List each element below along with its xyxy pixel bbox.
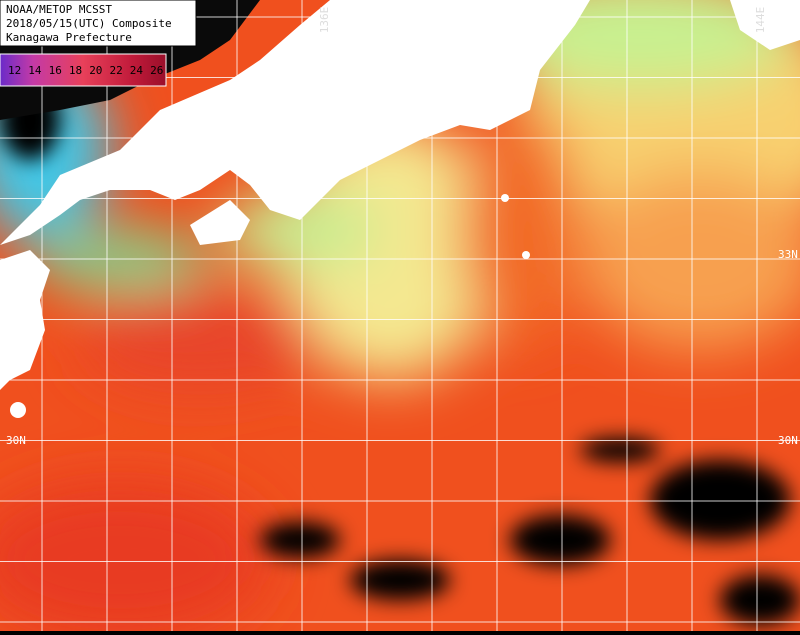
- legend-labels: 12 14 16 18 20 22 24 26: [8, 64, 163, 77]
- latitude-label: 33N: [778, 248, 798, 261]
- legend-label: 12: [8, 64, 21, 77]
- legend-label: 22: [110, 64, 123, 77]
- header-line: NOAA/METOP MCSST: [6, 3, 112, 16]
- legend-label: 26: [150, 64, 163, 77]
- legend-label: 16: [49, 64, 62, 77]
- header-line: Kanagawa Prefecture: [6, 31, 132, 44]
- legend-label: 24: [130, 64, 144, 77]
- longitude-label: 144E: [754, 7, 767, 34]
- color-scale: [0, 53, 167, 87]
- header-line: 2018/05/15(UTC) Composite: [6, 17, 172, 30]
- longitude-label: 136E: [318, 7, 331, 34]
- latitude-label: 30N: [6, 434, 26, 447]
- header-box: [0, 0, 197, 47]
- legend-label: 18: [69, 64, 82, 77]
- latitude-label: 30N: [778, 434, 798, 447]
- legend-label: 14: [28, 64, 42, 77]
- legend-label: 20: [89, 64, 102, 77]
